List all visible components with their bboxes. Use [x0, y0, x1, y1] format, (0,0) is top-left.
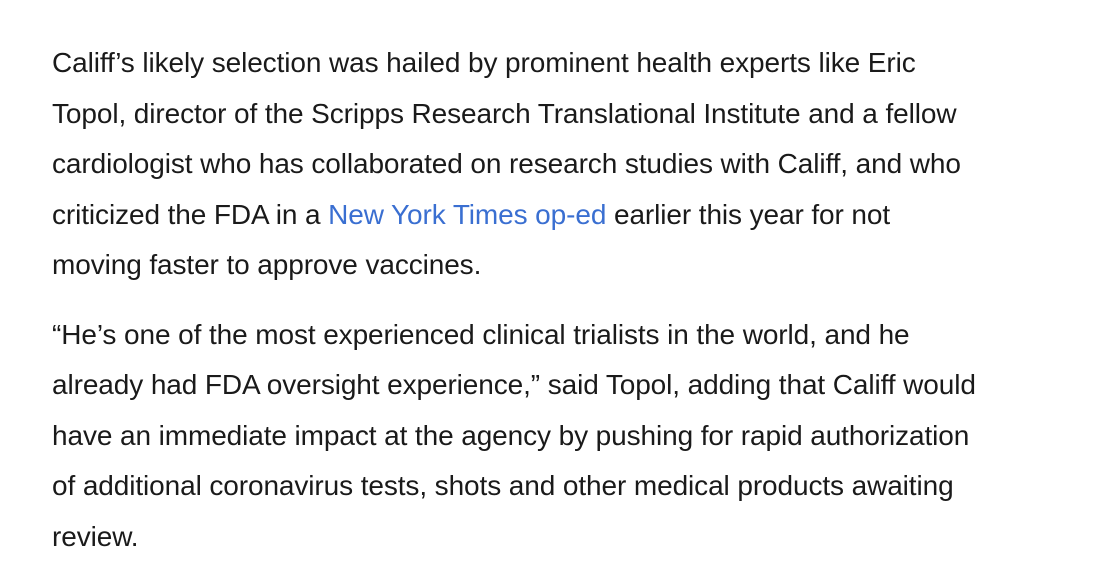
article-body: Califf’s likely selection was hailed by … — [52, 38, 1092, 581]
paragraph-topol-quote: “He’s one of the most experienced clinic… — [52, 310, 1092, 563]
text-line: have an immediate impact at the agency b… — [52, 419, 970, 451]
text-segment: earlier this year for not — [606, 198, 891, 230]
nyt-op-ed-link[interactable]: New York Times op-ed — [328, 198, 607, 230]
text-segment: criticized the FDA in a — [52, 198, 329, 230]
paragraph-califf-selection: Califf’s likely selection was hailed by … — [52, 38, 1092, 291]
text-line: “He’s one of the most experienced clinic… — [52, 318, 910, 350]
text-line: of additional coronavirus tests, shots a… — [52, 470, 954, 501]
text-line: cardiologist who has collaborated on res… — [52, 148, 961, 179]
text-line: Topol, director of the Scripps Research … — [52, 97, 957, 129]
text-line: already had FDA oversight experience,” s… — [52, 369, 976, 400]
text-line: review. — [52, 520, 139, 552]
text-line: moving faster to approve vaccines. — [52, 249, 482, 280]
text-line: Califf’s likely selection was hailed by … — [52, 47, 916, 78]
text-line-with-link: criticized the FDA in a New York Times o… — [52, 190, 1092, 241]
